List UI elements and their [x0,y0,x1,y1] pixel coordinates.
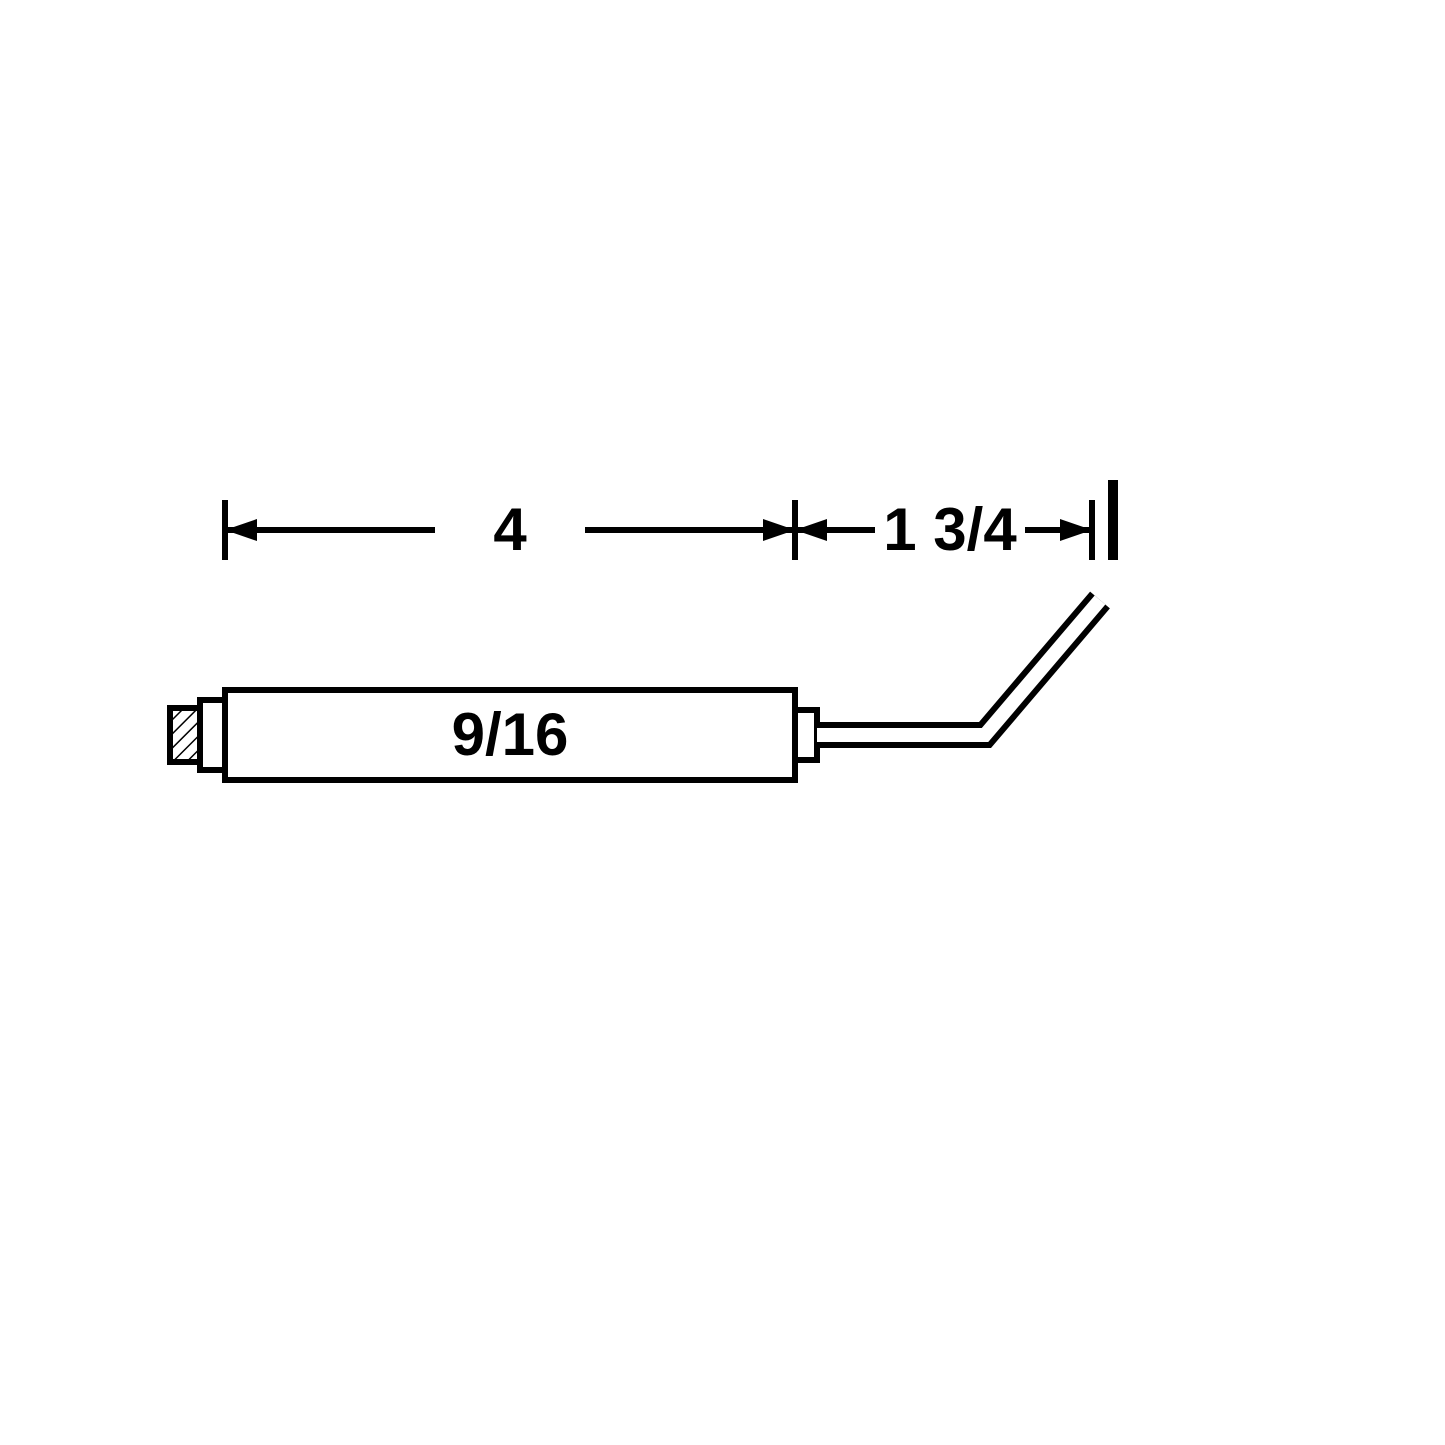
connector-terminal [170,708,200,762]
tip-collar [795,710,817,760]
dim-probe-label: 1 3/4 [883,496,1017,563]
dim-body-label: 4 [493,496,527,563]
electrode-rod-outline [817,600,1100,735]
electrode-diagram: 9/16 4 1 3/4 [0,0,1445,1445]
connector-collar [200,700,225,770]
diameter-label: 9/16 [452,701,569,768]
